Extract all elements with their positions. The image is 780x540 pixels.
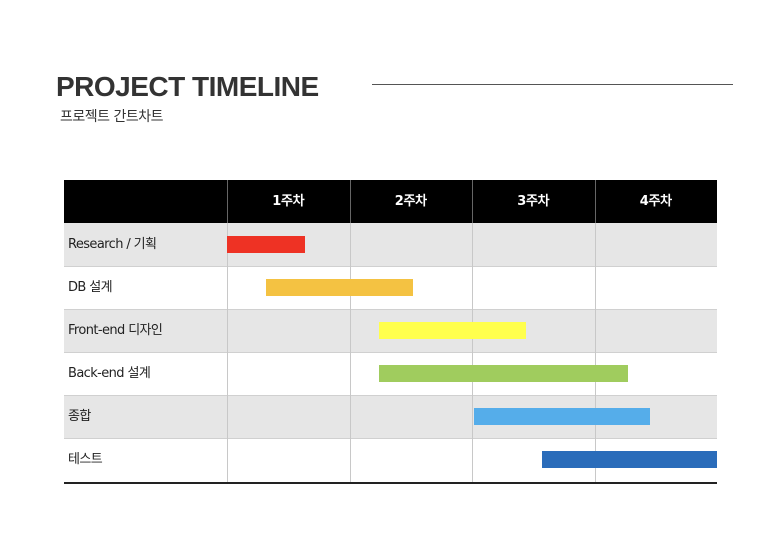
gantt-chart: 1주차 2주차 3주차 4주차 Research / 기획 DB 설계 Front-end… bbox=[64, 180, 717, 484]
week-gridline bbox=[227, 223, 228, 484]
task-bar bbox=[227, 236, 306, 253]
row-divider bbox=[64, 395, 717, 396]
task-bar bbox=[378, 365, 628, 382]
row-divider bbox=[64, 438, 717, 439]
task-label: DB 설계 bbox=[68, 280, 113, 295]
header-divider bbox=[349, 180, 351, 223]
task-label: Front-end 디자인 bbox=[68, 323, 163, 338]
task-label: Back-end 설계 bbox=[68, 366, 151, 381]
row-divider bbox=[64, 309, 717, 310]
week-gridline bbox=[594, 223, 596, 484]
task-label: Research / 기획 bbox=[68, 237, 157, 252]
week-header-4: 4주차 bbox=[639, 194, 672, 209]
week-header-2: 2주차 bbox=[394, 194, 427, 209]
title-divider bbox=[372, 84, 733, 85]
header-divider bbox=[594, 180, 596, 223]
task-bar bbox=[266, 279, 414, 296]
chart-title: PROJECT TIMELINE bbox=[56, 71, 319, 102]
week-header-3: 3주차 bbox=[517, 194, 550, 209]
chart-subtitle: 프로젝트 간트차트 bbox=[60, 109, 164, 125]
task-bar bbox=[541, 451, 717, 468]
week-gridline bbox=[472, 223, 473, 484]
table-bottom-rule bbox=[64, 482, 717, 484]
task-row: Research / 기획 bbox=[64, 223, 717, 266]
task-bar bbox=[474, 408, 650, 425]
task-bar bbox=[378, 322, 526, 339]
week-gridline bbox=[349, 223, 351, 484]
header-divider bbox=[472, 180, 473, 223]
row-divider bbox=[64, 266, 717, 267]
header-divider bbox=[227, 180, 228, 223]
row-divider bbox=[64, 352, 717, 353]
task-label: 종합 bbox=[68, 409, 91, 424]
task-label: 테스트 bbox=[68, 452, 103, 467]
week-header: 1주차 2주차 3주차 4주차 bbox=[64, 180, 717, 223]
week-header-1: 1주차 bbox=[272, 194, 305, 209]
